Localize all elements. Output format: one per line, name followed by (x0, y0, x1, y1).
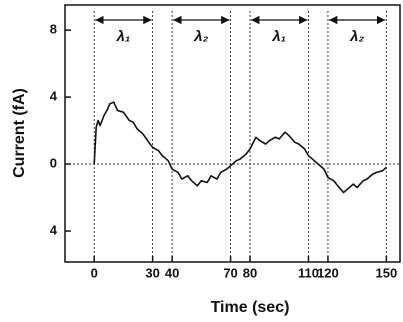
data-line (93, 101, 387, 194)
x-tick-label: 150 (376, 265, 398, 280)
interval-label: λ₂ (349, 28, 364, 45)
x-tick-label: 80 (243, 265, 257, 280)
plot-frame (64, 4, 401, 263)
y-tick-label: 4 (50, 89, 58, 104)
x-tick-label: 30 (145, 265, 159, 280)
y-tick-label: 8 (50, 22, 57, 37)
x-tick-label: 120 (317, 265, 339, 280)
y-tick-label: 4 (50, 222, 58, 237)
interval-label: λ₁ (116, 28, 131, 45)
y-axis-label: Current (fA) (11, 88, 28, 178)
y-tick-label: 0 (50, 155, 57, 170)
x-tick-label: 110 (298, 265, 319, 280)
x-axis-label: Time (sec) (211, 299, 290, 316)
x-tick-label: 0 (91, 265, 98, 280)
x-tick-label: 70 (223, 265, 237, 280)
x-tick-label: 40 (165, 265, 179, 280)
interval-label: λ₂ (193, 28, 208, 45)
interval-label: λ₁ (271, 28, 286, 45)
